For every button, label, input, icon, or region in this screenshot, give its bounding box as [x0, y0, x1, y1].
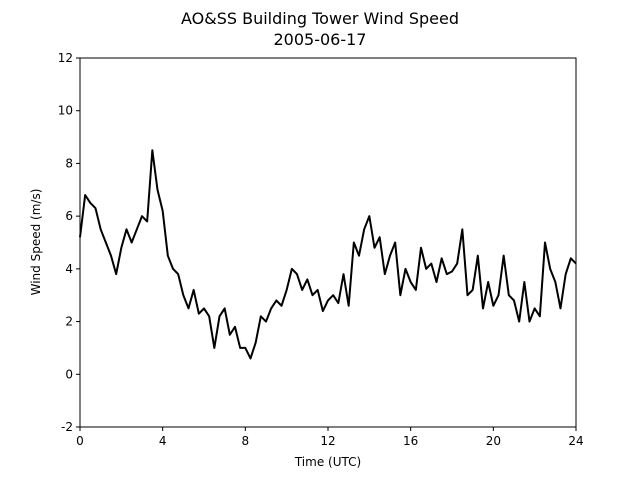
x-tick-label: 8: [242, 434, 250, 448]
chart-title: AO&SS Building Tower Wind Speed: [181, 9, 459, 28]
plot-frame: [79, 57, 577, 428]
x-tick-label: 4: [159, 434, 167, 448]
y-tick-label: 0: [65, 367, 73, 381]
x-tick-label: 16: [403, 434, 418, 448]
y-tick-label: -2: [61, 420, 73, 434]
line-series: [79, 149, 577, 360]
y-tick-label: 6: [65, 209, 73, 223]
y-tick-label: 4: [65, 262, 73, 276]
x-tick-label: 24: [568, 434, 583, 448]
chart-subtitle: 2005-06-17: [274, 30, 367, 49]
y-axis-label: Wind Speed (m/s): [29, 189, 43, 296]
y-tick-label: 8: [65, 156, 73, 170]
x-tick-label: 20: [486, 434, 501, 448]
x-tick-label: 0: [76, 434, 84, 448]
x-tick-label: 12: [320, 434, 335, 448]
x-axis-label: Time (UTC): [294, 455, 361, 469]
y-tick-label: 12: [58, 51, 73, 65]
y-tick-label: 2: [65, 315, 73, 329]
y-tick-label: 10: [58, 104, 73, 118]
